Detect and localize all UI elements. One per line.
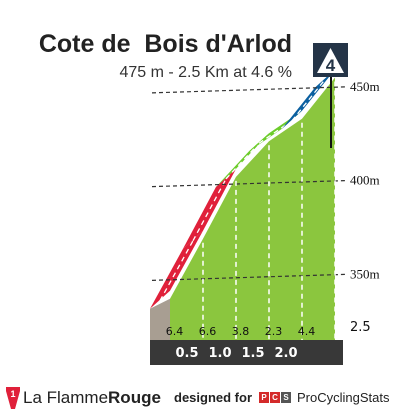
profile-side-wall xyxy=(150,298,170,340)
brand-name-part-2: Rouge xyxy=(108,388,161,407)
climb-subtitle: 475 m - 2.5 Km at 4.6 % xyxy=(119,64,292,81)
flag-icon: 1 xyxy=(6,387,20,409)
altitude-label: 400m xyxy=(350,173,380,188)
gradient-ribbon xyxy=(150,230,203,309)
segment-gradient-label: 4.4 xyxy=(298,325,316,338)
segment-gradient-label: 6.4 xyxy=(166,325,184,338)
pcs-letter-s: S xyxy=(281,392,292,403)
category-badge: 4 xyxy=(313,43,348,148)
ribbon-centerline xyxy=(225,142,260,180)
segment-gradient-label: 6.6 xyxy=(199,325,217,338)
distance-tick-label: 0.5 xyxy=(175,346,198,361)
distance-tick-label: 2.0 xyxy=(274,346,297,361)
ribbon-centerline xyxy=(192,178,227,242)
brand-name-part-1: La Flamme xyxy=(23,388,109,407)
climb-title: Cote de Bois d'Arlod xyxy=(38,30,292,58)
segment-gradient-label: 3.8 xyxy=(232,325,250,338)
footer: 1 La FlammeRouge designed for P C S ProC… xyxy=(0,385,405,413)
altitude-label: 450m xyxy=(350,79,380,94)
pcs-letter-p: P xyxy=(259,392,270,403)
brand-procyclingstats[interactable]: designed for P C S ProCyclingStats xyxy=(174,390,390,405)
distance-tick-label: 2.5 xyxy=(350,320,371,335)
gradient-ribbon xyxy=(183,168,236,249)
mountain-icon xyxy=(317,48,344,73)
gradient-ribbon xyxy=(216,133,269,187)
distance-tick-label: 1.0 xyxy=(208,346,231,361)
ribbon-centerline xyxy=(258,120,293,144)
pcs-logo-icon: P C S xyxy=(259,392,292,403)
segment-gradient-label: 2.3 xyxy=(265,325,283,338)
profile-body xyxy=(170,77,335,340)
designed-for-label: designed for xyxy=(174,390,253,405)
svg-text:1: 1 xyxy=(10,389,15,399)
brand-la-flamme-rouge[interactable]: 1 La FlammeRouge xyxy=(6,387,161,409)
distance-axis-band xyxy=(150,340,343,365)
altitude-label: 350m xyxy=(350,266,380,281)
ribbon-centerline xyxy=(159,240,194,302)
badge-category: 4 xyxy=(326,56,336,75)
pcs-letter-c: C xyxy=(270,392,281,403)
pcs-name: ProCyclingStats xyxy=(297,390,390,405)
elevation-profile-chart: 350m 400m 450m 6.4 6.6 3.8 2.3 4.4 0.5 1.0 1.5 2.0 2… xyxy=(150,43,380,365)
distance-tick-label: 1.5 xyxy=(241,346,264,361)
